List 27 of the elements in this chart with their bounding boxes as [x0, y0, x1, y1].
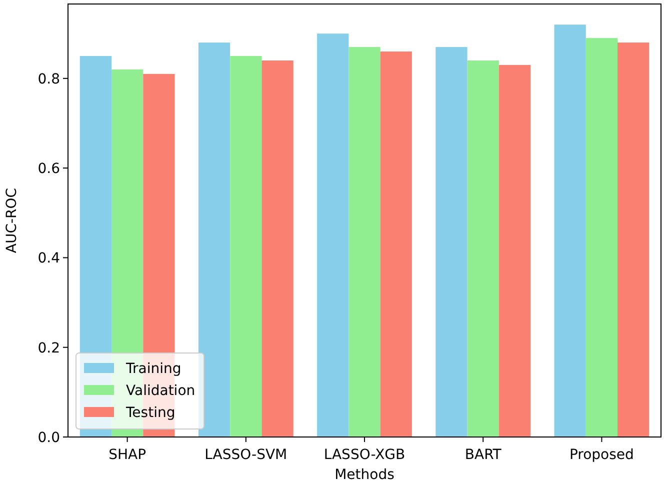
legend-label: Testing: [125, 405, 176, 421]
x-tick-label: SHAP: [108, 447, 146, 463]
x-tick-label: LASSO-SVM: [204, 447, 288, 463]
x-tick-label: LASSO-XGB: [324, 447, 406, 463]
bar: [262, 60, 294, 437]
legend-label: Validation: [126, 383, 196, 399]
bar: [467, 60, 499, 437]
bar: [554, 24, 586, 437]
bar: [436, 47, 468, 437]
bar: [618, 42, 650, 437]
bar: [586, 38, 618, 437]
y-tick-label: 0.8: [38, 71, 60, 88]
y-tick-label: 0.6: [38, 160, 60, 177]
bar: [498, 64, 531, 437]
bar: [317, 34, 349, 437]
y-tick-label: 0.2: [38, 340, 60, 356]
x-tick-label: BART: [464, 447, 502, 463]
bar: [198, 42, 230, 437]
bar: [380, 52, 412, 437]
y-tick-label: 0.4: [38, 250, 60, 267]
bar: [230, 56, 262, 437]
y-axis-title: AUC-ROC: [4, 188, 20, 254]
x-axis-title: Methods: [334, 467, 394, 483]
legend-label: Training: [125, 361, 182, 377]
y-tick-label: 0.0: [38, 430, 60, 446]
bar: [348, 47, 380, 437]
x-tick-label: Proposed: [569, 447, 634, 463]
